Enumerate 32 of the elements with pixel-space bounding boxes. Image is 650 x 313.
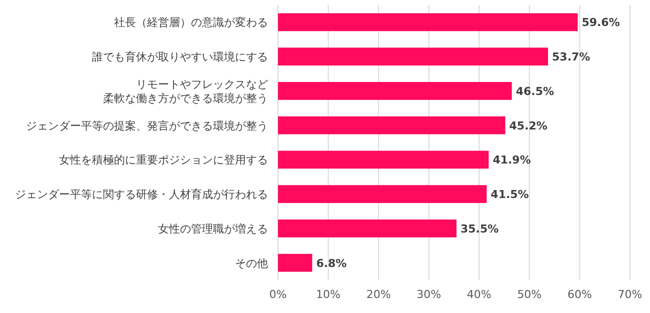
x-tick-label: 60% (567, 288, 592, 301)
y-tick-label: その他 (235, 256, 268, 270)
data-label: 53.7% (552, 50, 590, 64)
data-label: 35.5% (460, 222, 499, 236)
data-label: 59.6% (582, 16, 620, 30)
y-tick-label: 女性の管理職が増える (158, 222, 268, 236)
x-tick-label: 0% (269, 288, 287, 301)
x-tick-label: 70% (618, 288, 642, 301)
y-tick-label: リモートやフレックスなど柔軟な働き方ができる環境が整う (103, 78, 268, 105)
bar (278, 13, 578, 32)
data-label: 45.2% (509, 119, 548, 132)
bar (278, 82, 512, 100)
bar (278, 116, 506, 134)
x-tick-label: 30% (416, 288, 442, 301)
data-label: 6.8% (316, 256, 347, 270)
bar (278, 185, 487, 203)
x-tick-label: 50% (517, 288, 542, 301)
data-label: 46.5% (516, 84, 554, 98)
x-tick-label: 10% (316, 288, 341, 301)
data-label: 41.5% (490, 188, 529, 202)
bar (278, 254, 312, 272)
x-tick-label: 40% (466, 288, 492, 301)
y-tick-label: ジェンダー平等に関する研修・人材育成が行われる (15, 188, 268, 202)
bar (278, 48, 548, 66)
y-tick-label: 女性を積極的に重要ポジションに登用する (59, 154, 268, 167)
y-tick-label: 誰でも育休が取りやすい環境にする (92, 50, 268, 64)
x-tick-label: 20% (366, 288, 391, 301)
y-tick-label: 社長（経営層）の意識が変わる (114, 16, 268, 30)
bar (278, 150, 489, 169)
data-label: 41.9% (492, 154, 531, 167)
y-tick-label: ジェンダー平等の提案、発言ができる環境が整う (26, 119, 268, 132)
bar (278, 220, 457, 238)
